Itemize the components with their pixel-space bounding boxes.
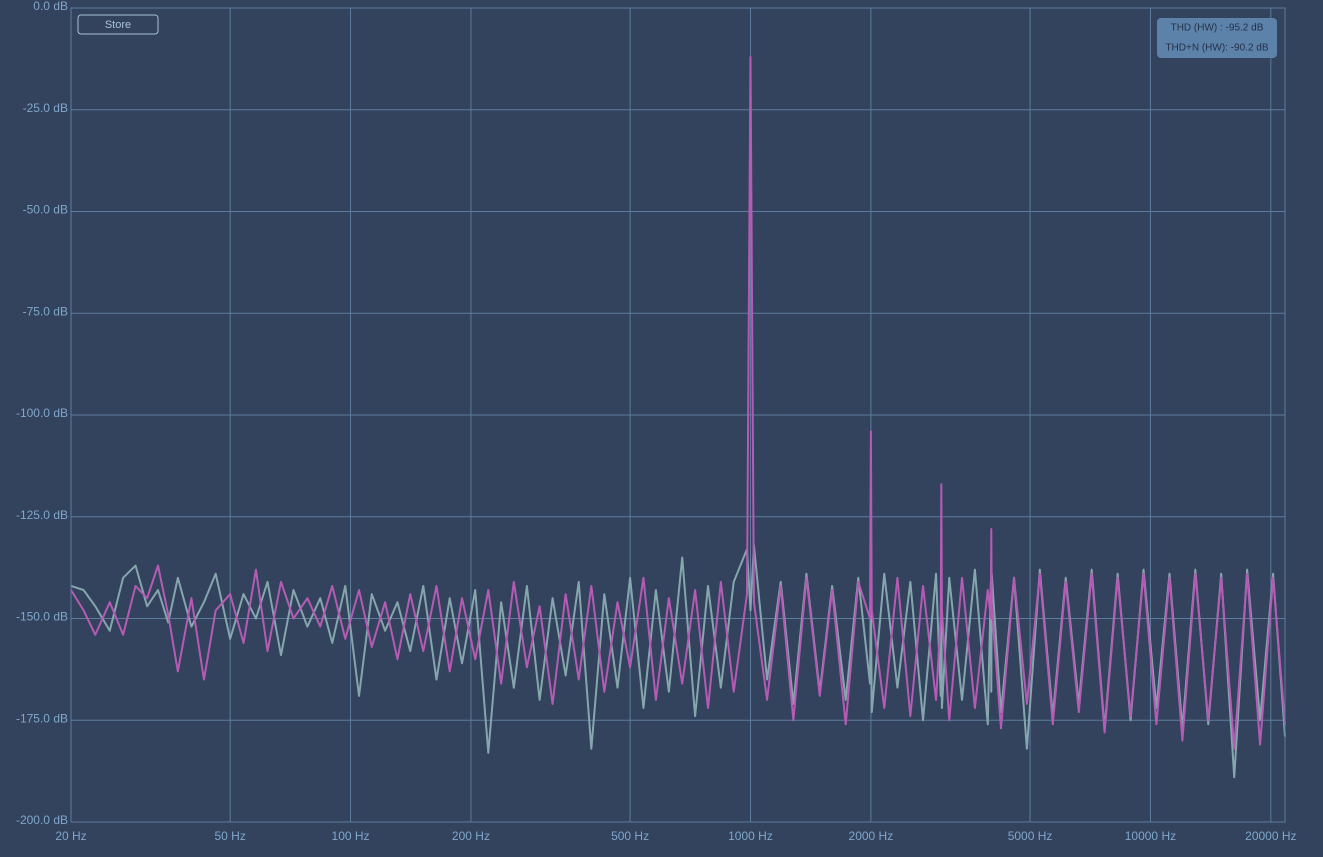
x-tick-label: 5000 Hz [1008, 829, 1053, 843]
x-tick-label: 100 Hz [332, 829, 370, 843]
thdn-label: THD+N (HW): -90.2 dB [1165, 43, 1268, 54]
thd-label: THD (HW) : -95.2 dB [1171, 23, 1264, 34]
y-tick-label: -125.0 dB [16, 508, 68, 522]
thd-box: THD (HW) : -95.2 dB THD+N (HW): -90.2 dB [1157, 18, 1277, 58]
button-frame[interactable] [77, 14, 159, 35]
y-tick-label: -25.0 dB [23, 101, 68, 115]
y-tick-label: -100.0 dB [16, 406, 68, 420]
x-tick-label: 50 Hz [214, 829, 245, 843]
x-tick-label: 1000 Hz [728, 829, 773, 843]
x-tick-label: 500 Hz [611, 829, 649, 843]
button-label[interactable]: Store [105, 19, 131, 31]
y-tick-label: 0.0 dB [33, 0, 68, 13]
spectrum-line [70, 55, 1286, 750]
plot [70, 55, 1286, 779]
y-tick-label: -175.0 dB [16, 711, 68, 725]
store-button[interactable]: Store [77, 14, 159, 35]
x-tick-label: 200 Hz [452, 829, 490, 843]
x-tick-label: 20000 Hz [1245, 829, 1296, 843]
plot-frame [70, 7, 1286, 823]
y-tick-label: -200.0 dB [16, 813, 68, 827]
y-tick-label: -150.0 dB [16, 610, 68, 624]
y-tick-label: -50.0 dB [23, 203, 68, 217]
x-tick-label: 2000 Hz [849, 829, 894, 843]
grid [70, 7, 1285, 823]
thd-background [1157, 18, 1277, 58]
x-tick-label: 20 Hz [55, 829, 86, 843]
y-tick-label: -75.0 dB [23, 304, 68, 318]
x-tick-label: 10000 Hz [1125, 829, 1176, 843]
